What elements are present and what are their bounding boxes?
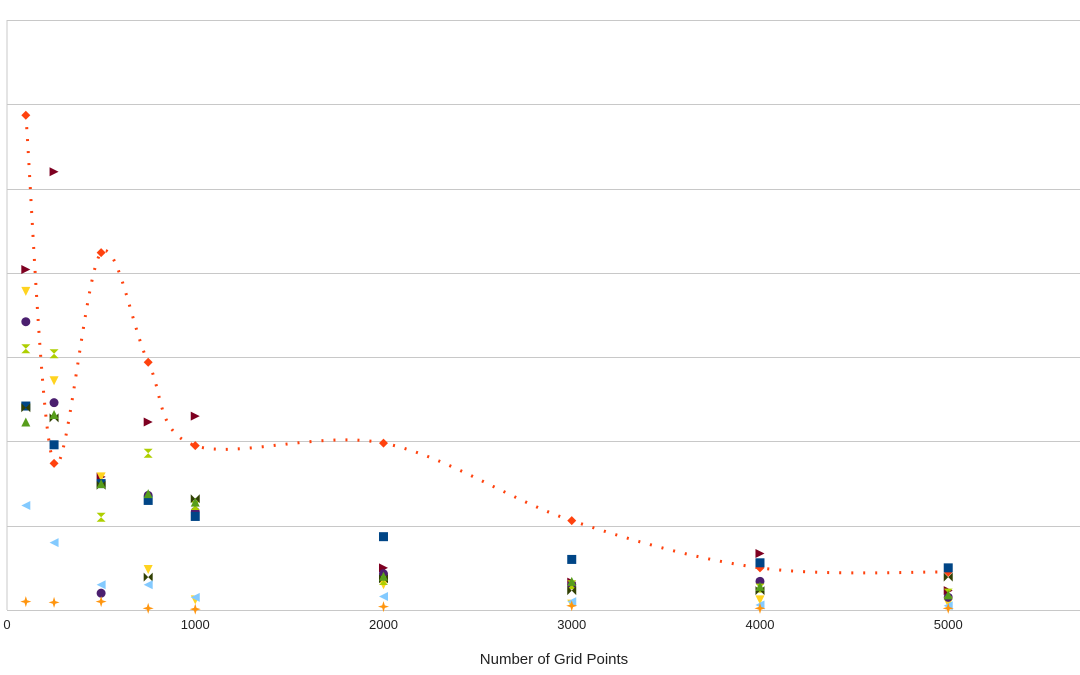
data-point	[378, 532, 388, 542]
data-point	[21, 403, 31, 413]
x-tick-label: 3000	[557, 617, 586, 632]
data-point	[21, 417, 31, 427]
data-point	[942, 602, 954, 614]
data-point	[143, 572, 153, 582]
data-point	[190, 441, 200, 451]
data-point	[20, 596, 32, 608]
data-point	[49, 538, 59, 548]
data-point	[566, 600, 578, 612]
data-point	[567, 554, 577, 564]
data-point	[49, 349, 59, 359]
x-tick-labels: 0 1000 2000 3000 4000 5000	[3, 617, 962, 632]
data-point	[49, 440, 59, 450]
data-point	[96, 588, 106, 598]
trendline	[24, 115, 949, 575]
data-point	[377, 601, 389, 613]
data-point	[378, 571, 388, 581]
x-tick-label: 4000	[746, 617, 775, 632]
data-point	[49, 167, 59, 177]
x-axis-title: Number of Grid Points	[480, 651, 628, 668]
data-point	[21, 110, 31, 120]
data-point	[143, 495, 153, 505]
data-point	[755, 558, 765, 568]
data-points	[20, 110, 954, 615]
data-point	[143, 580, 153, 590]
data-point	[190, 592, 200, 602]
data-point	[96, 472, 106, 482]
data-point	[143, 357, 153, 367]
data-point	[49, 409, 59, 419]
data-point	[378, 438, 388, 448]
x-tick-label: 2000	[369, 617, 398, 632]
data-point	[943, 590, 953, 600]
data-point	[143, 448, 153, 458]
data-point	[96, 580, 106, 590]
data-point	[943, 563, 953, 573]
data-point	[49, 376, 59, 386]
data-point	[567, 576, 577, 586]
x-tick-label: 0	[3, 617, 10, 632]
data-point	[755, 581, 765, 591]
data-point	[189, 603, 201, 615]
data-point	[143, 489, 153, 499]
gridlines	[7, 20, 1080, 611]
data-point	[567, 516, 577, 526]
data-point	[190, 497, 200, 507]
x-tick-label: 1000	[181, 617, 210, 632]
data-point	[190, 511, 200, 521]
data-point	[21, 401, 31, 411]
data-point	[755, 595, 765, 605]
data-point	[21, 500, 31, 510]
data-point	[190, 411, 200, 421]
data-point	[378, 592, 388, 602]
data-point	[943, 572, 953, 582]
data-point	[21, 264, 31, 274]
data-point	[48, 596, 60, 608]
data-point	[21, 344, 31, 354]
data-point	[96, 248, 106, 258]
data-point	[49, 458, 59, 468]
x-tick-label: 5000	[934, 617, 963, 632]
data-point	[143, 417, 153, 427]
data-point	[96, 479, 106, 489]
data-point	[143, 565, 153, 575]
data-point	[95, 596, 107, 608]
trendlines	[24, 115, 949, 575]
data-point	[567, 586, 577, 596]
data-point	[21, 317, 31, 327]
data-point	[21, 286, 31, 296]
data-point	[755, 549, 765, 559]
data-point	[142, 602, 154, 614]
data-point	[96, 512, 106, 522]
data-point	[49, 398, 59, 408]
data-point	[754, 602, 766, 614]
